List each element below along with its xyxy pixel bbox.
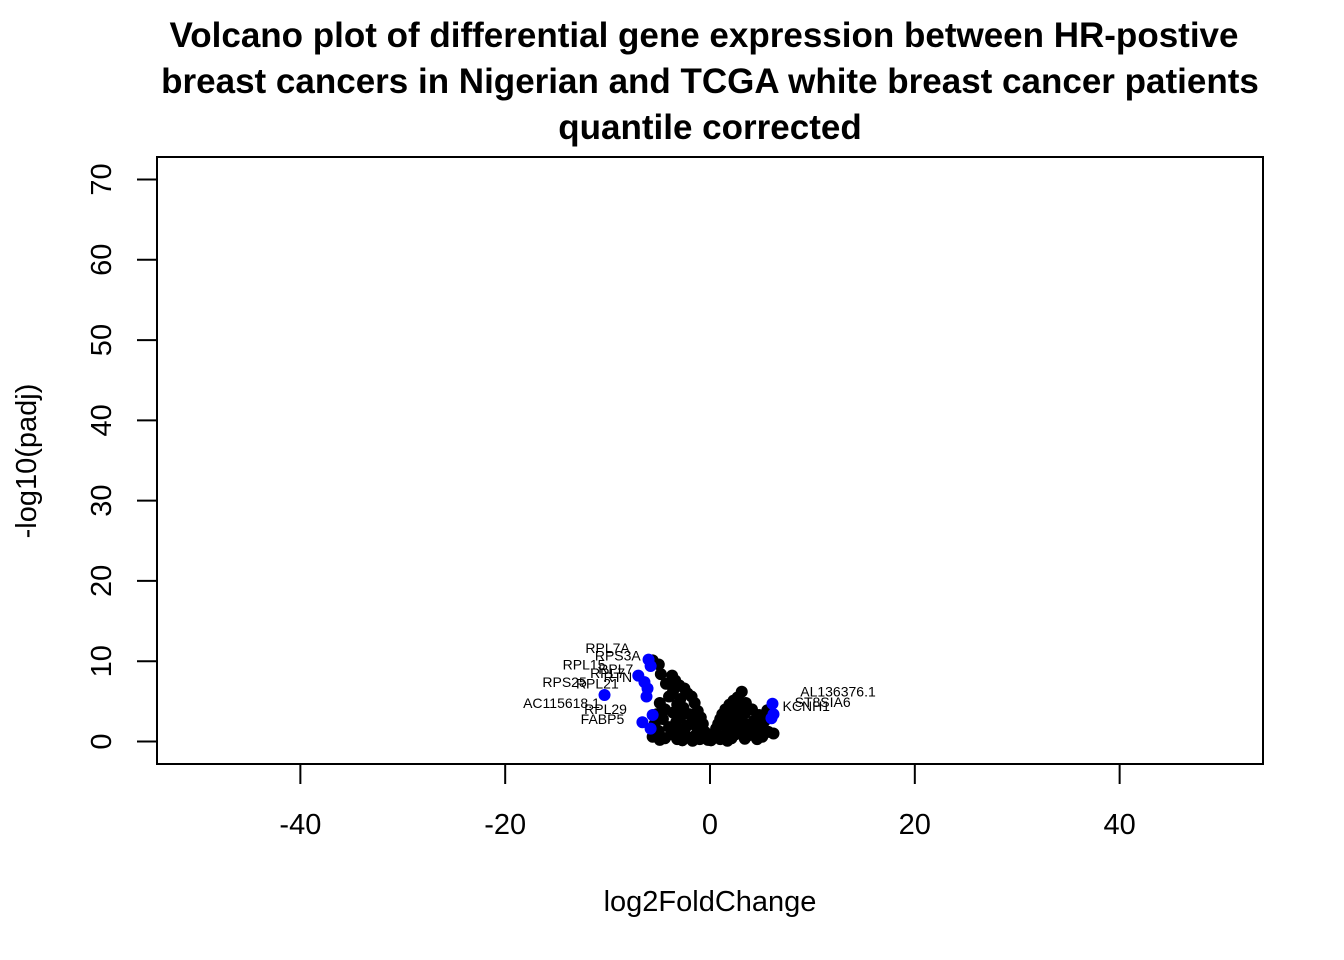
x-axis-label: log2FoldChange: [604, 886, 817, 918]
gene-label: RPL7: [590, 665, 625, 681]
gene-label: RTN: [604, 669, 633, 685]
x-tick-label: -20: [484, 809, 526, 841]
y-tick-label: 50: [86, 324, 118, 356]
gene-label: RPL21: [576, 676, 619, 692]
title-line-3: quantile corrected: [558, 108, 861, 147]
y-tick-label: 10: [86, 645, 118, 677]
gene-label: AC115618.1: [523, 695, 600, 711]
gene-point: [676, 734, 689, 747]
gene-point: [738, 732, 751, 745]
gene-label: RPS25: [542, 674, 587, 690]
gene-label: RPS3A: [595, 647, 642, 663]
gene-label: RPL29: [584, 701, 627, 717]
y-tick-label: 60: [86, 244, 118, 276]
highlighted-gene-point: [765, 712, 778, 725]
y-tick-label: 40: [86, 404, 118, 436]
x-tick-label: -40: [279, 809, 321, 841]
highlighted-gene-point: [640, 690, 653, 703]
gene-label: FABP5: [581, 711, 625, 727]
title-line-1: Volcano plot of differential gene expres…: [170, 16, 1239, 55]
gene-point: [767, 727, 780, 740]
gene-point: [663, 690, 676, 703]
gene-label: RPL7A: [585, 640, 630, 656]
gene-label: KCNH1: [783, 698, 831, 714]
y-axis: 0 10 20 30 40 50 60 70: [86, 163, 158, 750]
gene-label: AL136376.1: [800, 684, 876, 700]
chart-title: Volcano plot of differential gene expres…: [161, 16, 1259, 147]
highlighted-gene-point: [644, 722, 657, 735]
gene-point: [654, 668, 667, 681]
x-tick-label: 0: [702, 809, 718, 841]
title-line-2: breast cancers in Nigerian and TCGA whit…: [161, 62, 1259, 101]
x-axis: -40 -20 0 20 40: [279, 763, 1136, 841]
gene-point: [653, 733, 666, 746]
highlighted-gene-point: [646, 709, 659, 722]
y-tick-label: 20: [86, 565, 118, 597]
gene-label: RPL15: [563, 656, 606, 672]
gene-point: [751, 733, 764, 746]
scatter-points: [598, 653, 780, 747]
y-tick-label: 70: [86, 163, 118, 195]
y-axis-label: -log10(padj): [11, 384, 43, 539]
gene-label: RPL7: [598, 661, 633, 677]
gene-point: [705, 734, 718, 747]
x-tick-label: 40: [1103, 809, 1135, 841]
plot-frame: [156, 156, 1264, 765]
y-tick-label: 0: [86, 733, 118, 749]
x-tick-label: 20: [899, 809, 931, 841]
gene-point: [721, 734, 734, 747]
highlighted-gene-point: [598, 688, 611, 701]
y-tick-label: 30: [86, 485, 118, 517]
highlighted-gene-point: [766, 697, 779, 710]
highlighted-gene-point: [644, 660, 657, 673]
highlighted-gene-point: [636, 716, 649, 729]
gene-point: [686, 734, 699, 747]
gene-label: ST8SIA6: [795, 694, 851, 710]
